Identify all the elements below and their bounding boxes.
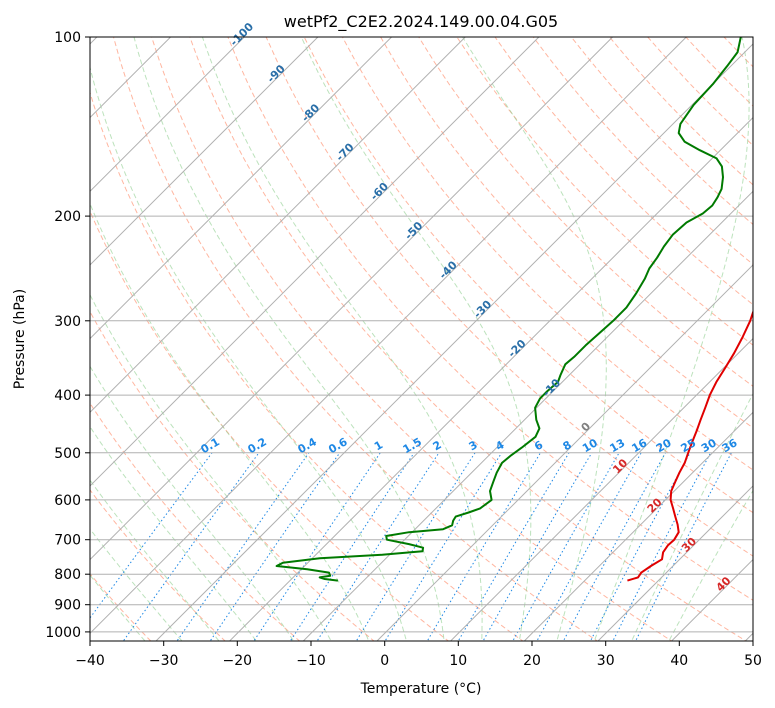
isotherm-gridline xyxy=(90,37,246,193)
y-tick-label: 800 xyxy=(54,567,81,583)
isotherm-gridline xyxy=(376,264,753,641)
series-group xyxy=(275,37,753,582)
y-tick-label: 500 xyxy=(54,446,81,462)
y-axis: 100 200 300 400 500 600 700 800 900 1000 xyxy=(45,30,90,641)
isotherm-gridline xyxy=(597,485,753,641)
y-tick-label: 100 xyxy=(54,30,81,46)
y-tick-label: 200 xyxy=(54,209,81,225)
dry-adiabat-line xyxy=(380,37,753,429)
x-tick-label: 0 xyxy=(380,653,389,669)
dewpoint-profile-line xyxy=(275,37,742,582)
chart-title: wetPf2_C2E2.2024.149.00.04.G05 xyxy=(284,12,558,32)
temperature-profile-line xyxy=(627,310,753,582)
y-tick-label: 900 xyxy=(54,598,81,614)
moist-adiabat-line xyxy=(90,202,370,641)
grid-lines xyxy=(90,37,753,641)
moist-adiabat-line xyxy=(90,479,220,641)
x-tick-label: 10 xyxy=(449,653,467,669)
dry-adiabat-line xyxy=(227,37,753,601)
x-tick-label: −10 xyxy=(296,653,326,669)
isotherm-gridline xyxy=(302,190,753,641)
dry-adiabat-line xyxy=(456,37,753,346)
isotherm-gridline xyxy=(155,43,753,641)
x-tick-label: 20 xyxy=(523,653,541,669)
mixing-ratio-line xyxy=(316,452,440,641)
x-axis-label: Temperature (°C) xyxy=(360,681,482,697)
plot-frame xyxy=(89,36,754,642)
dry-adiabat-line xyxy=(90,402,301,641)
x-tick-label: −20 xyxy=(223,653,253,669)
y-tick-label: 300 xyxy=(54,314,81,330)
isotherm-gridline xyxy=(90,37,467,414)
mixing-ratio-line xyxy=(253,452,381,641)
y-tick-label: 400 xyxy=(54,388,81,404)
isotherm-gridline xyxy=(90,37,688,635)
isotherm-gridline xyxy=(90,37,614,561)
isotherm-gridline xyxy=(90,37,319,266)
isotherm-gridline xyxy=(90,37,540,487)
x-axis: −40 −30 −20 −10 0 10 20 30 40 50 xyxy=(75,641,762,669)
x-tick-label: 40 xyxy=(670,653,688,669)
x-tick-label: −40 xyxy=(75,653,105,669)
x-tick-label: 50 xyxy=(744,653,762,669)
isotherm-gridline xyxy=(449,337,753,641)
mixing-ratio-line xyxy=(482,452,593,641)
dry-adiabat-line xyxy=(341,37,753,471)
mixing-ratio-line xyxy=(289,452,415,641)
y-axis-label: Pressure (hPa) xyxy=(12,289,28,389)
dry-adiabat-line xyxy=(90,90,524,641)
y-tick-label: 1000 xyxy=(45,625,81,641)
isotherm-gridline xyxy=(228,116,753,641)
mixing-ratio-line xyxy=(589,452,691,641)
y-tick-label: 700 xyxy=(54,533,81,549)
dry-adiabat-line xyxy=(189,37,748,641)
moist-adiabat-line xyxy=(631,392,753,641)
mixing-ratio-line xyxy=(176,452,310,641)
mixing-ratio-line xyxy=(209,452,341,641)
isotherm-gridline xyxy=(90,37,393,340)
isotherm-gridline xyxy=(523,411,753,641)
mixing-ratio-line xyxy=(384,452,503,641)
moist-adiabat-line xyxy=(593,37,750,641)
dry-adiabat-line xyxy=(265,37,753,557)
y-tick-label: 600 xyxy=(54,493,81,509)
mixing-ratio-line xyxy=(635,452,732,641)
x-tick-label: 30 xyxy=(597,653,615,669)
x-tick-label: −30 xyxy=(149,653,179,669)
